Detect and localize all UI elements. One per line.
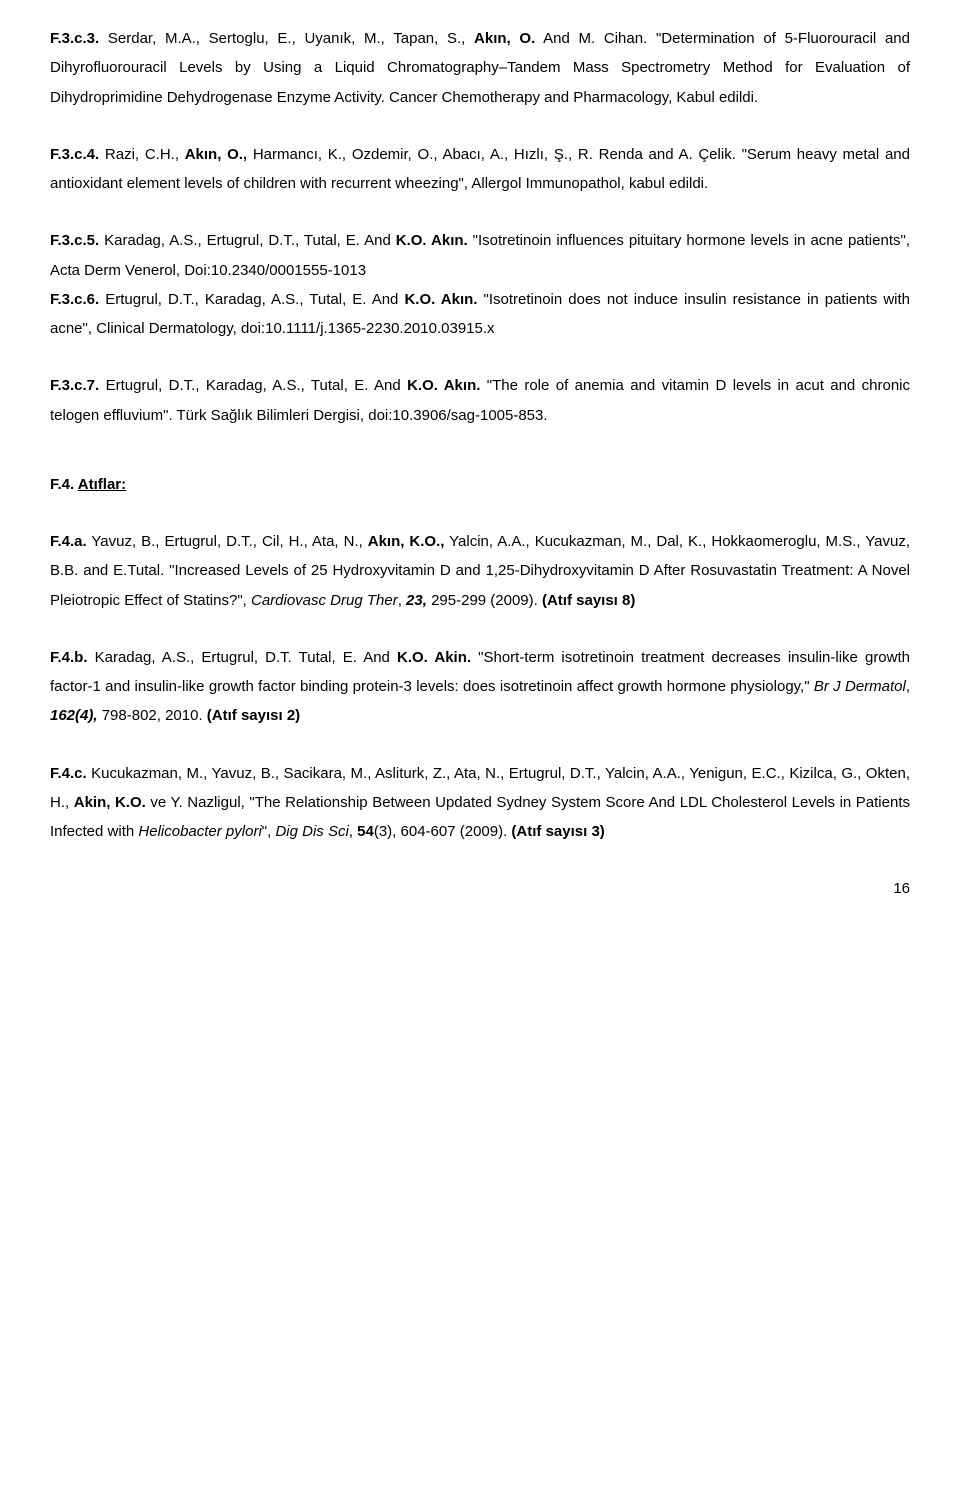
citation-vol: 23, [406, 592, 427, 609]
page-number: 16 [50, 874, 910, 903]
citation-count: (Atıf sayısı 3) [511, 823, 604, 840]
entry-label: F.3.c.7. [50, 377, 99, 394]
citation-pages: (3), 604-607 (2009). [374, 823, 512, 840]
citation-label: F.4.c. [50, 765, 87, 782]
entry-label: F.3.c.4. [50, 146, 99, 163]
citation-volref: , [906, 678, 910, 695]
citation-f4c: F.4.c. Kucukazman, M., Yavuz, B., Sacika… [50, 759, 910, 847]
entry-f3c5: F.3.c.5. Karadag, A.S., Ertugrul, D.T., … [50, 226, 910, 285]
entry-author-bold: Akın, O. [474, 30, 535, 47]
citation-pre: Karadag, A.S., Ertugrul, D.T. Tutal, E. … [88, 649, 397, 666]
citation-author-bold: Akin, K.O. [74, 794, 146, 811]
citation-vol: 54 [357, 823, 374, 840]
entry-author-bold: Akın, O., [185, 146, 247, 163]
citation-vol: 162(4), [50, 707, 98, 724]
entry-authors-pre: Serdar, M.A., Sertoglu, E., Uyanık, M., … [99, 30, 474, 47]
citation-journal: Br J Dermatol [814, 678, 906, 695]
citation-pages: 295-299 (2009). [427, 592, 542, 609]
entry-authors-pre: Razi, C.H., [99, 146, 185, 163]
entry-author-bold: K.O. Akın. [407, 377, 480, 394]
entry-f3c7: F.3.c.7. Ertugrul, D.T., Karadag, A.S., … [50, 371, 910, 430]
citation-label: F.4.b. [50, 649, 88, 666]
entry-authors-pre: Karadag, A.S., Ertugrul, D.T., Tutal, E.… [99, 232, 396, 249]
citation-volref: , [349, 823, 357, 840]
entry-label: F.3.c.6. [50, 291, 99, 308]
section-f4-heading: F.4. Atıflar: [50, 470, 910, 499]
citation-label: F.4.a. [50, 533, 87, 550]
citation-count: (Atıf sayısı 2) [207, 707, 300, 724]
citation-pages: 798-802, 2010. [98, 707, 207, 724]
entry-f3c3: F.3.c.3. Serdar, M.A., Sertoglu, E., Uya… [50, 24, 910, 112]
entry-authors-pre: Ertugrul, D.T., Karadag, A.S., Tutal, E.… [99, 377, 407, 394]
entry-authors-pre: Ertugrul, D.T., Karadag, A.S., Tutal, E.… [99, 291, 404, 308]
citation-author-bold: K.O. Akin. [397, 649, 471, 666]
entry-f3c4: F.3.c.4. Razi, C.H., Akın, O., Harmancı,… [50, 140, 910, 199]
citation-pre: Yavuz, B., Ertugrul, D.T., Cil, H., Ata,… [87, 533, 368, 550]
citation-f4b: F.4.b. Karadag, A.S., Ertugrul, D.T. Tut… [50, 643, 910, 731]
citation-pathogen: Helicobacter pylori [138, 823, 261, 840]
section-title: Atıflar: [78, 476, 126, 493]
citation-author-bold: Akın, K.O., [368, 533, 445, 550]
entry-f3c6: F.3.c.6. Ertugrul, D.T., Karadag, A.S., … [50, 285, 910, 344]
entry-author-bold: K.O. Akın. [396, 232, 468, 249]
citation-count: (Atıf sayısı 8) [542, 592, 635, 609]
entry-label: F.3.c.3. [50, 30, 99, 47]
citation-journal: Cardiovasc Drug Ther [251, 592, 398, 609]
citation-mid2: ", [262, 823, 276, 840]
entry-label: F.3.c.5. [50, 232, 99, 249]
section-label: F.4. [50, 476, 78, 493]
citation-f4a: F.4.a. Yavuz, B., Ertugrul, D.T., Cil, H… [50, 527, 910, 615]
entry-author-bold: K.O. Akın. [404, 291, 477, 308]
citation-journal: Dig Dis Sci [275, 823, 348, 840]
citation-volref: , [398, 592, 406, 609]
